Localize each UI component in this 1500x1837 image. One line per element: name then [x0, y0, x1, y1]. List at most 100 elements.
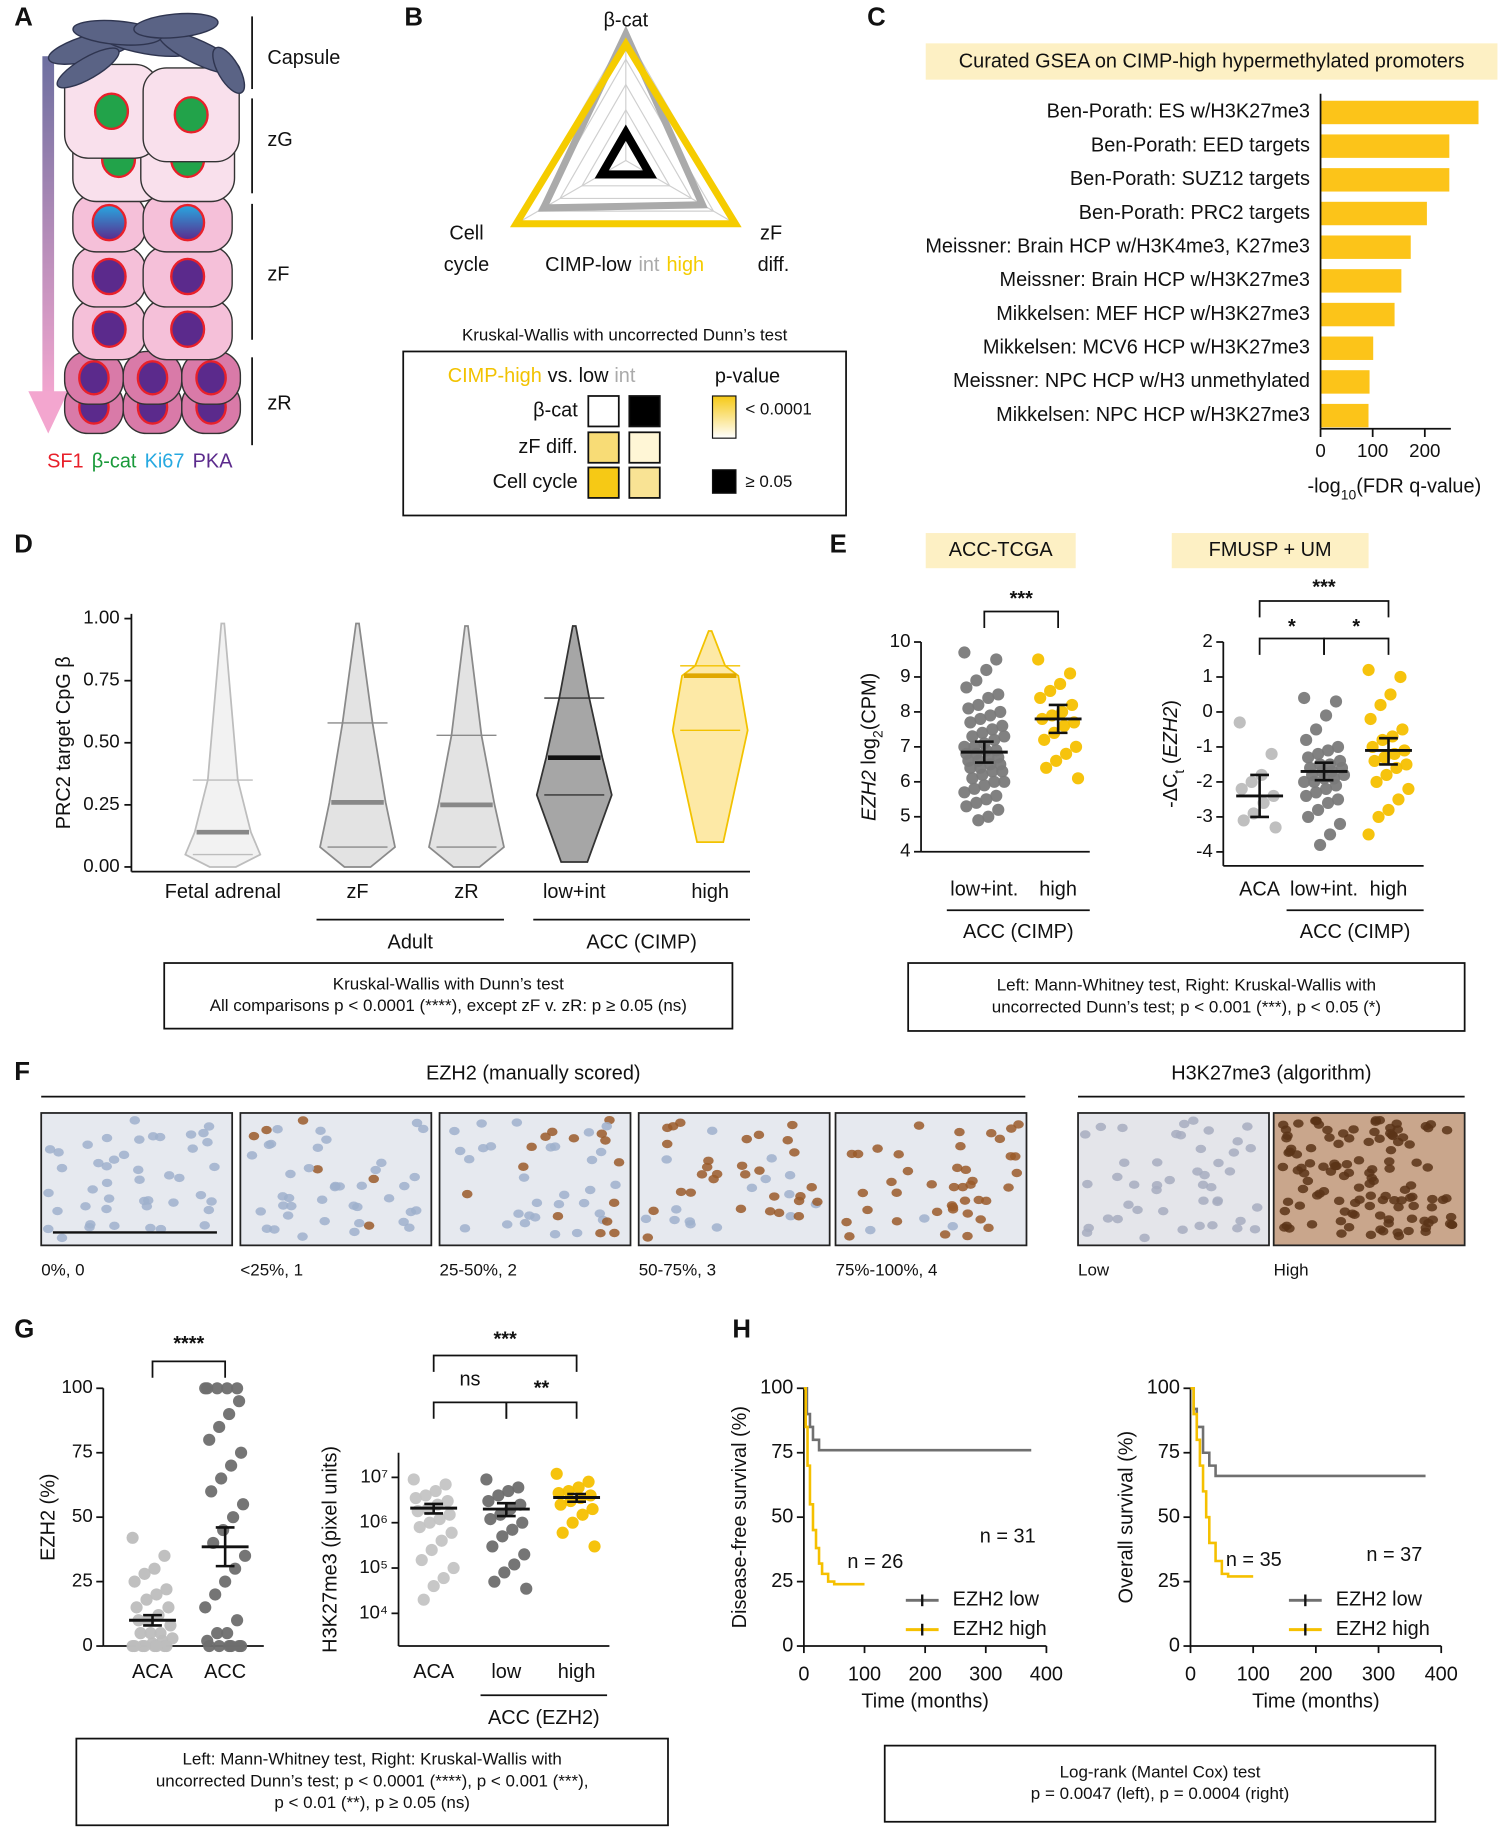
nucleus	[91, 310, 127, 348]
x-axis-label-part: 10	[1341, 486, 1357, 502]
ihc-nucleus	[348, 1201, 360, 1210]
chart-title: Curated GSEA on CIMP-high hypermethylate…	[959, 50, 1465, 72]
ihc-nucleus	[1011, 1168, 1023, 1178]
radar-series	[538, 25, 708, 212]
ihc-nucleus	[1324, 1133, 1335, 1142]
note-line: Left: Mann-Whitney test, Right: Kruskal-…	[997, 976, 1376, 995]
y-axis-label: -ΔCt (EZH2)	[1160, 700, 1186, 808]
y-tick-label: 0	[1202, 700, 1212, 721]
data-point	[482, 1494, 495, 1508]
scale-label: < 0.0001	[745, 400, 812, 419]
data-point	[439, 1478, 452, 1491]
data-point	[992, 803, 1005, 816]
data-point	[582, 1475, 595, 1488]
ihc-nucleus	[1112, 1214, 1123, 1224]
ihc-nucleus	[1384, 1164, 1395, 1173]
ihc-nucleus	[773, 1208, 785, 1218]
ihc-nucleus	[518, 1162, 529, 1171]
ihc-nucleus	[948, 1182, 960, 1192]
ihc-nucleus	[1354, 1195, 1365, 1204]
data-point	[441, 1494, 454, 1508]
x-tick-label: 200	[1299, 1664, 1332, 1686]
ihc-nucleus	[1408, 1201, 1419, 1211]
ihc-nucleus	[701, 1162, 713, 1172]
data-point	[1372, 810, 1385, 824]
sig-bracket	[1258, 637, 1325, 655]
ihc-nucleus	[960, 1165, 972, 1175]
ihc-nucleus	[608, 1198, 620, 1208]
ihc-nucleus	[1384, 1129, 1396, 1138]
data-point	[502, 1484, 515, 1498]
data-point	[164, 1619, 177, 1632]
data-point	[1321, 744, 1335, 757]
ihc-nucleus	[746, 1183, 758, 1193]
ihc-nucleus	[354, 1218, 365, 1228]
sig-label: ****	[173, 1333, 204, 1355]
data-point	[409, 1491, 422, 1505]
ihc-nucleus	[1392, 1228, 1404, 1237]
data-point	[1329, 779, 1343, 792]
data-point	[1362, 663, 1375, 677]
ihc-nucleus	[417, 1124, 429, 1134]
y-axis-label-part: -ΔC	[1160, 774, 1182, 808]
category-label: Mikkelsen: MEF HCP w/H3K27me3	[996, 303, 1310, 325]
data-point	[162, 1601, 175, 1614]
ci-whisker	[215, 1526, 235, 1568]
ihc-nucleus	[1171, 1129, 1182, 1139]
ihc-nucleus	[87, 1185, 98, 1194]
stain-name: β-cat	[92, 451, 137, 473]
survival-curve	[1190, 1387, 1254, 1578]
ihc-nucleus	[246, 1151, 258, 1160]
y-tick-label: 5	[900, 805, 910, 826]
y-axis-label-part: EZH2	[859, 770, 881, 821]
ihc-nucleus	[857, 1188, 869, 1198]
ihc-nucleus	[1195, 1144, 1207, 1154]
data-point	[227, 1511, 240, 1524]
ihc-nucleus	[735, 1204, 747, 1214]
ihc-nucleus	[526, 1142, 537, 1152]
zone-label: zG	[267, 129, 292, 151]
ihc-nucleus	[518, 1173, 530, 1182]
ihc-nucleus	[1383, 1157, 1395, 1166]
ihc-nucleus	[1403, 1226, 1414, 1236]
ihc-nucleus	[134, 1135, 145, 1144]
x-tick-label: 100	[1357, 440, 1388, 461]
data-point	[232, 1395, 246, 1408]
x-tick-label: high	[1370, 879, 1408, 901]
ihc-nucleus	[648, 1206, 659, 1216]
ihc-nucleus	[609, 1228, 620, 1238]
ihc-nucleus	[601, 1122, 613, 1131]
category-label: Ben-Porath: PRC2 targets	[1079, 202, 1310, 224]
ihc-nucleus	[1079, 1130, 1091, 1139]
ihc-nucleus	[793, 1196, 805, 1206]
group-label: ACC (CIMP)	[963, 921, 1074, 943]
y-tick-label: -1	[1196, 735, 1213, 756]
ihc-nucleus	[1232, 1224, 1243, 1233]
ihc-nucleus	[1235, 1216, 1246, 1226]
nucleus	[91, 257, 127, 296]
ihc-nucleus	[519, 1218, 531, 1228]
data-point	[1058, 719, 1071, 732]
data-point	[234, 1639, 248, 1653]
data-point	[429, 1484, 442, 1498]
panel-label: H	[732, 1316, 751, 1344]
data-point	[986, 765, 999, 778]
stain-name: PKA	[193, 451, 234, 473]
group-label: ACC (CIMP)	[586, 931, 697, 953]
ihc-nucleus	[1336, 1229, 1347, 1238]
zone-label: Capsule	[267, 47, 340, 69]
ihc-nucleus	[844, 1232, 855, 1241]
ihc-nucleus	[269, 1225, 280, 1234]
data-point	[1069, 740, 1083, 753]
data-point	[576, 1508, 589, 1521]
data-point	[976, 768, 989, 781]
ihc-nucleus	[946, 1201, 958, 1210]
ihc-nucleus	[975, 1215, 986, 1224]
ihc-nucleus	[145, 1223, 156, 1233]
ihc-nucleus	[1245, 1144, 1257, 1153]
ihc-nucleus	[939, 1230, 951, 1239]
ihc-nucleus	[185, 1130, 197, 1139]
data-point	[1396, 723, 1409, 736]
ihc-nucleus	[613, 1158, 625, 1167]
group-label: ACC (CIMP)	[1300, 921, 1411, 943]
